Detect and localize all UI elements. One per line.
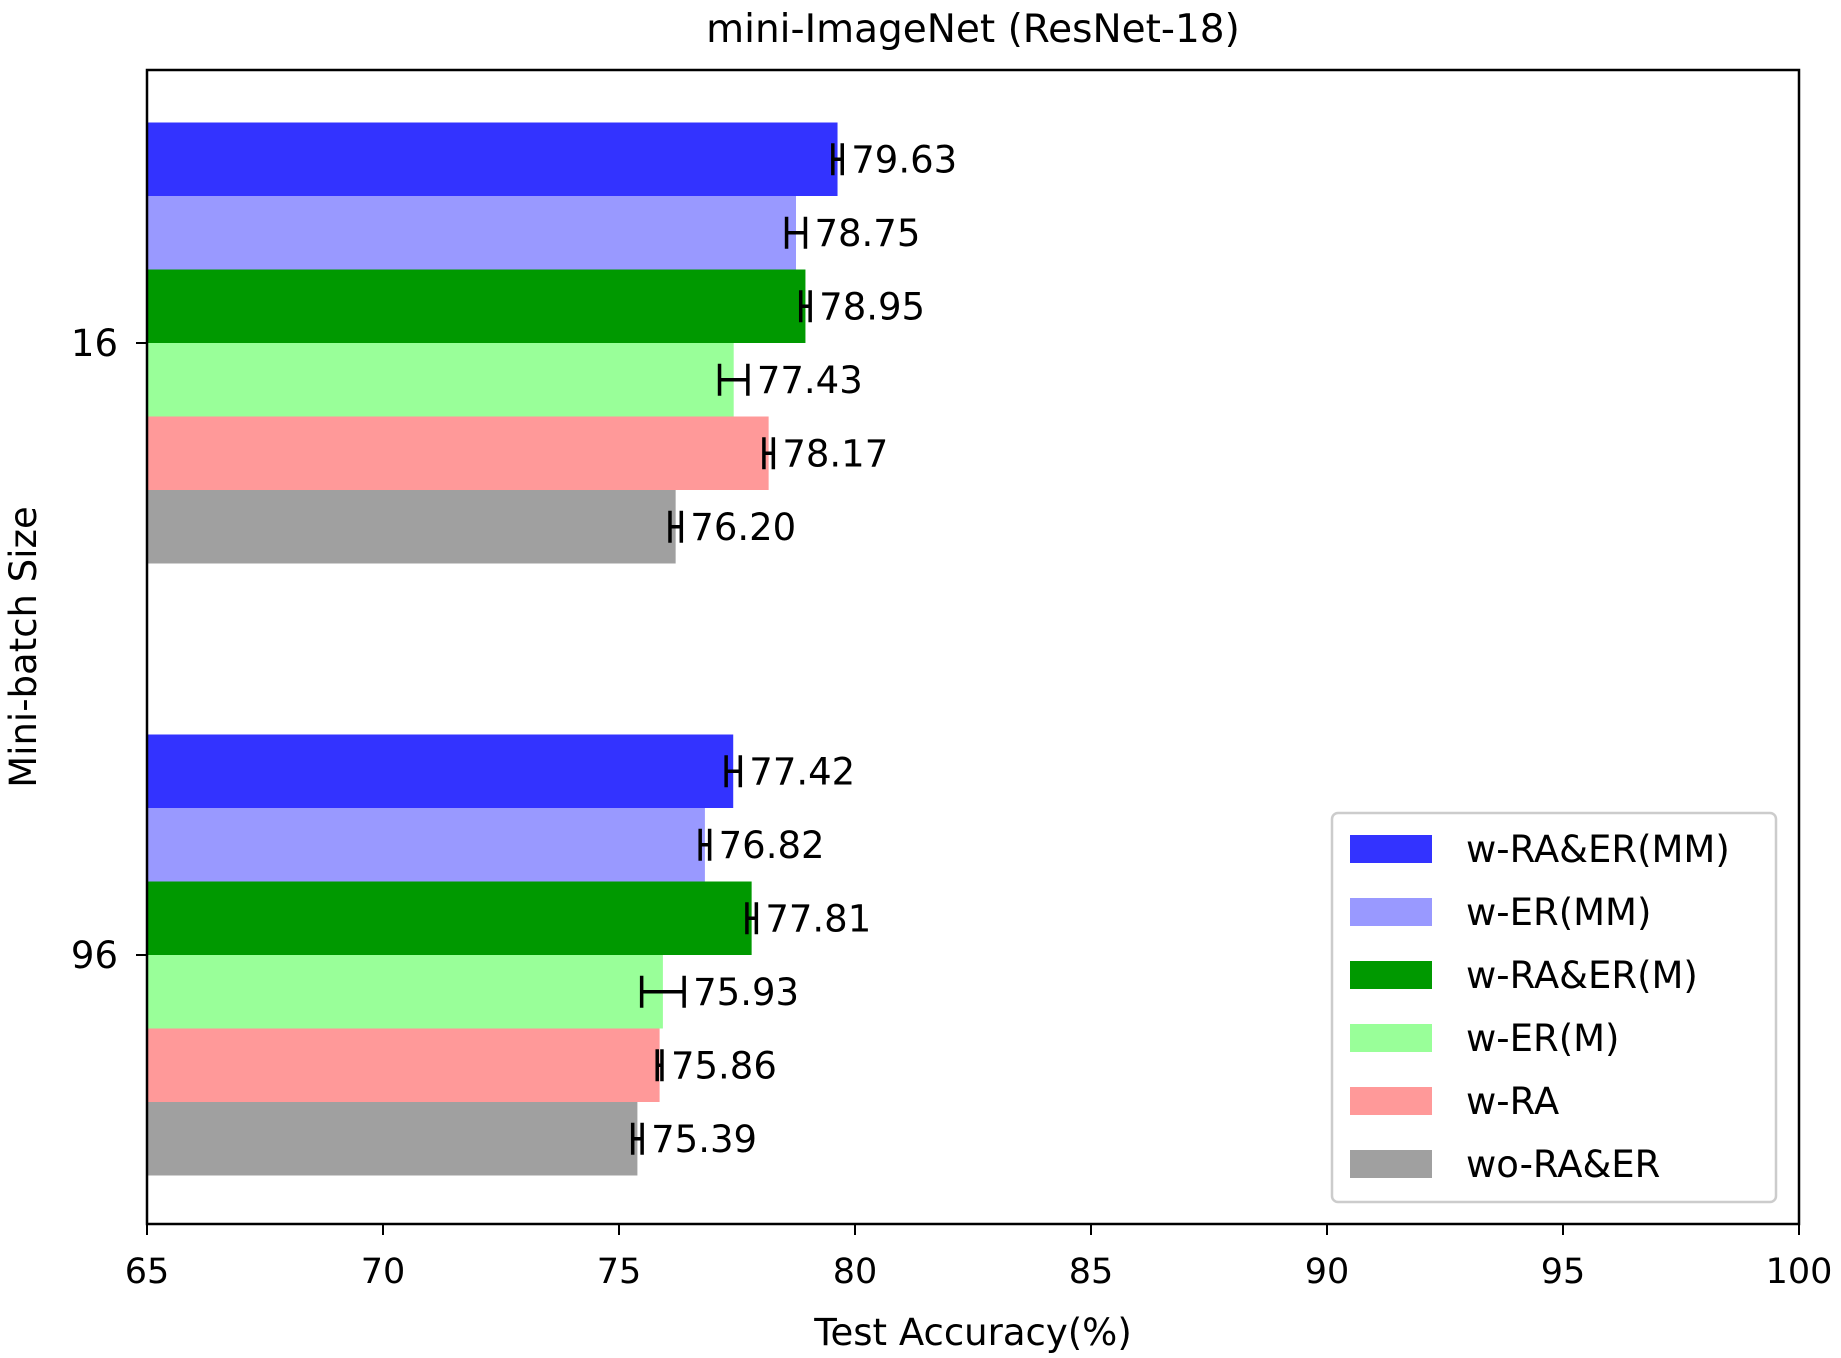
bar bbox=[147, 416, 769, 490]
legend-swatch bbox=[1350, 1024, 1432, 1052]
chart-title: mini-ImageNet (ResNet-18) bbox=[706, 7, 1240, 52]
legend-label: w-ER(MM) bbox=[1466, 891, 1651, 934]
legend-swatch bbox=[1350, 961, 1432, 989]
x-tick-label: 70 bbox=[361, 1252, 406, 1292]
data-label: 76.20 bbox=[690, 506, 796, 549]
bar bbox=[147, 734, 734, 808]
x-axis: 65 70 75 80 85 90 95 100 bbox=[125, 1224, 1833, 1292]
bar bbox=[147, 808, 705, 882]
y-tick-label: 96 bbox=[71, 934, 118, 977]
x-tick-label: 65 bbox=[125, 1252, 170, 1292]
error-bar bbox=[798, 290, 812, 323]
data-label: 78.75 bbox=[814, 212, 920, 255]
error-bar bbox=[784, 216, 808, 249]
bar bbox=[147, 343, 734, 417]
legend-swatch bbox=[1350, 835, 1432, 863]
legend-frame bbox=[1330, 811, 1778, 1204]
bar bbox=[147, 122, 838, 196]
plot-frame bbox=[145, 68, 1801, 1226]
legend-label: wo-RA&ER bbox=[1466, 1143, 1660, 1186]
error-bar bbox=[630, 1122, 644, 1155]
y-tick-label: 16 bbox=[71, 322, 118, 365]
legend: w-RA&ER(MM) w-ER(MM) w-RA&ER(M) w-ER(M) w-RA… bbox=[1330, 811, 1778, 1204]
error-bar bbox=[668, 510, 684, 543]
data-label: 76.82 bbox=[719, 824, 825, 867]
data-label: 77.43 bbox=[757, 359, 863, 402]
data-label: 75.86 bbox=[671, 1044, 777, 1087]
legend-label: w-RA&ER(MM) bbox=[1466, 828, 1730, 871]
x-tick-label: 100 bbox=[1766, 1252, 1833, 1292]
data-label: 77.81 bbox=[765, 897, 871, 940]
data-label: 79.63 bbox=[851, 138, 957, 181]
error-bar bbox=[655, 1049, 664, 1082]
x-tick-label: 85 bbox=[1069, 1252, 1114, 1292]
x-tick-label: 95 bbox=[1541, 1252, 1586, 1292]
error-bar bbox=[717, 363, 750, 396]
bar bbox=[147, 955, 663, 1029]
error-bar bbox=[639, 975, 686, 1008]
error-bar bbox=[698, 828, 712, 861]
error-bar bbox=[745, 902, 759, 935]
data-label: 78.17 bbox=[782, 432, 888, 475]
x-axis-title: Test Accuracy(%) bbox=[813, 1311, 1132, 1354]
bar bbox=[147, 881, 752, 955]
legend-label: w-RA bbox=[1466, 1080, 1559, 1123]
data-label: 75.93 bbox=[693, 971, 799, 1014]
legend-swatch bbox=[1350, 1150, 1432, 1178]
error-bar bbox=[831, 143, 845, 176]
legend-label: w-RA&ER(M) bbox=[1466, 954, 1698, 997]
bar bbox=[147, 269, 806, 343]
error-bar bbox=[762, 437, 776, 470]
data-label: 77.42 bbox=[749, 750, 855, 793]
x-tick-label: 75 bbox=[597, 1252, 642, 1292]
legend-label: w-ER(M) bbox=[1466, 1017, 1620, 1060]
legend-swatch bbox=[1350, 898, 1432, 926]
y-axis-title: Mini-batch Size bbox=[2, 506, 45, 787]
bars: 79.63 77.42 78.75 76.82 78.95 77.81 77.43 75.93… bbox=[147, 122, 957, 1176]
bar bbox=[147, 1028, 660, 1102]
bar bbox=[147, 196, 796, 270]
bar bbox=[147, 1102, 638, 1176]
x-tick-label: 90 bbox=[1305, 1252, 1350, 1292]
data-label: 75.39 bbox=[651, 1118, 757, 1161]
legend-swatch bbox=[1350, 1087, 1432, 1115]
error-bar bbox=[724, 755, 743, 788]
bar bbox=[147, 490, 676, 564]
x-tick-label: 80 bbox=[833, 1252, 878, 1292]
data-label: 78.95 bbox=[819, 285, 925, 328]
